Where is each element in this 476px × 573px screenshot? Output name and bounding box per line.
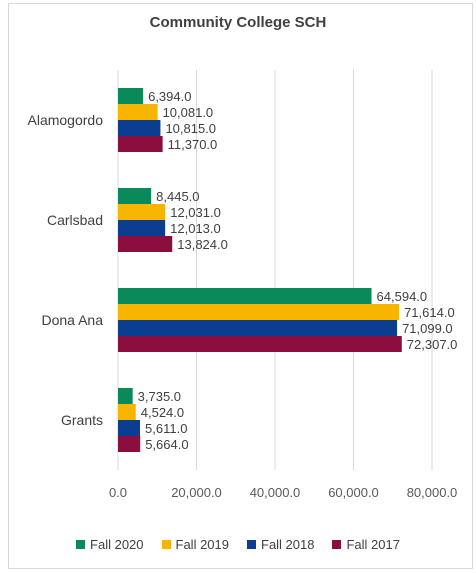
bar-data-label: 10,081.0 (163, 105, 214, 120)
bar-fall-2018 (118, 420, 141, 436)
legend-label: Fall 2020 (90, 537, 144, 552)
bar-data-label: 3,735.0 (138, 389, 181, 404)
bar-fall-2019 (118, 304, 400, 320)
legend-item: Fall 2020 (76, 537, 144, 552)
legend-item: Fall 2017 (332, 537, 400, 552)
chart-title: Community College SCH (149, 14, 327, 31)
legend-item: Fall 2019 (161, 537, 229, 552)
x-tick-label: 60,000.0 (328, 485, 379, 500)
legend-label: Fall 2017 (346, 537, 400, 552)
bar-fall-2018 (118, 220, 166, 236)
bar-fall-2019 (118, 204, 166, 220)
legend: Fall 2020 Fall 2019 Fall 2018 Fall 2017 (0, 537, 476, 552)
x-tick-labels-group: 0.0 20,000.0 40,000.0 60,000.0 80,000.0 (109, 485, 457, 500)
bar-data-label: 72,307.0 (407, 337, 458, 352)
bar-data-label: 13,824.0 (177, 237, 228, 252)
bar-data-label: 12,031.0 (170, 205, 221, 220)
bar-fall-2019 (118, 104, 158, 120)
bar-data-label: 71,099.0 (402, 321, 453, 336)
bar-fall-2017 (118, 336, 402, 352)
category-label: Grants (61, 412, 103, 428)
bar-data-label: 11,370.0 (168, 137, 218, 152)
legend-swatch (332, 540, 342, 549)
legend-swatch (76, 540, 86, 549)
bar-labels-group: 6,394.010,081.010,815.011,370.08,445.012… (138, 89, 458, 452)
bar-fall-2018 (118, 320, 398, 336)
bar-fall-2019 (118, 404, 136, 420)
legend-label: Fall 2019 (175, 537, 229, 552)
bar-data-label: 10,815.0 (165, 121, 216, 136)
category-label: Alamogordo (28, 112, 104, 128)
bar-fall-2018 (118, 120, 161, 136)
x-tick-label: 0.0 (109, 485, 127, 500)
bar-data-label: 8,445.0 (156, 189, 199, 204)
legend-label: Fall 2018 (261, 537, 315, 552)
x-tick-label: 80,000.0 (407, 485, 458, 500)
bar-data-label: 5,611.0 (145, 421, 187, 436)
bar-fall-2017 (118, 236, 173, 252)
chart-frame (8, 3, 473, 569)
bar-data-label: 6,394.0 (148, 89, 191, 104)
category-labels-group: Alamogordo Carlsbad Dona Ana Grants (28, 112, 104, 428)
bars-group (118, 88, 402, 452)
bar-data-label: 4,524.0 (141, 405, 184, 420)
bar-data-label: 71,614.0 (404, 305, 455, 320)
legend-swatch (161, 540, 171, 549)
bar-data-label: 5,664.0 (145, 437, 188, 452)
bar-fall-2020 (118, 388, 133, 404)
bar-data-label: 64,594.0 (377, 289, 428, 304)
category-label: Carlsbad (47, 212, 103, 228)
bar-fall-2020 (118, 288, 372, 304)
bar-data-label: 12,013.0 (170, 221, 221, 236)
bar-fall-2017 (118, 136, 163, 152)
bar-fall-2020 (118, 88, 144, 104)
category-label: Dona Ana (42, 312, 104, 328)
legend-item: Fall 2018 (247, 537, 314, 552)
legend-swatch (247, 540, 256, 549)
x-tick-label: 20,000.0 (171, 485, 222, 500)
bar-fall-2020 (118, 188, 152, 204)
bar-fall-2017 (118, 436, 141, 452)
x-tick-label: 40,000.0 (250, 485, 301, 500)
